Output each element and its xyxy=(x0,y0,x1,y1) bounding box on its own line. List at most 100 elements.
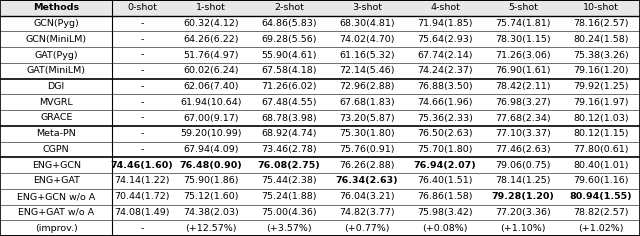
Text: 10-shot: 10-shot xyxy=(583,3,619,12)
Text: 75.12(1.60): 75.12(1.60) xyxy=(183,192,239,201)
Text: 75.00(4.36): 75.00(4.36) xyxy=(261,208,317,217)
Text: 60.02(6.24): 60.02(6.24) xyxy=(183,66,239,75)
Text: 80.94(1.55): 80.94(1.55) xyxy=(570,192,632,201)
Bar xyxy=(0,0,640,16)
Text: 68.92(4.74): 68.92(4.74) xyxy=(261,129,317,138)
Text: 2-shot: 2-shot xyxy=(274,3,304,12)
Text: (+3.57%): (+3.57%) xyxy=(266,224,312,233)
Text: 78.82(2.57): 78.82(2.57) xyxy=(573,208,628,217)
Text: 74.14(1.22): 74.14(1.22) xyxy=(115,177,170,185)
Text: 76.04(3.21): 76.04(3.21) xyxy=(339,192,395,201)
Text: 75.90(1.86): 75.90(1.86) xyxy=(183,177,239,185)
Text: 61.94(10.64): 61.94(10.64) xyxy=(180,98,242,107)
Text: ENG+GCN w/o A: ENG+GCN w/o A xyxy=(17,192,95,201)
Text: -: - xyxy=(140,98,144,107)
Text: -: - xyxy=(140,145,144,154)
Text: 75.98(3.42): 75.98(3.42) xyxy=(417,208,473,217)
Text: 74.08(1.49): 74.08(1.49) xyxy=(115,208,170,217)
Text: 79.92(1.25): 79.92(1.25) xyxy=(573,82,628,91)
Text: 76.40(1.51): 76.40(1.51) xyxy=(417,177,473,185)
Text: 71.94(1.85): 71.94(1.85) xyxy=(417,19,473,28)
Text: (improv.): (improv.) xyxy=(35,224,77,233)
Text: DGI: DGI xyxy=(47,82,65,91)
Text: 75.30(1.80): 75.30(1.80) xyxy=(339,129,395,138)
Text: (+0.08%): (+0.08%) xyxy=(422,224,468,233)
Text: 67.58(4.18): 67.58(4.18) xyxy=(261,66,317,75)
Text: 75.24(1.88): 75.24(1.88) xyxy=(261,192,317,201)
Text: 76.98(3.27): 76.98(3.27) xyxy=(495,98,551,107)
Text: 4-shot: 4-shot xyxy=(430,3,460,12)
Text: 75.38(3.26): 75.38(3.26) xyxy=(573,51,629,59)
Text: ENG+GAT w/o A: ENG+GAT w/o A xyxy=(18,208,94,217)
Text: 67.48(4.55): 67.48(4.55) xyxy=(261,98,317,107)
Text: 79.06(0.75): 79.06(0.75) xyxy=(495,161,551,170)
Text: 70.44(1.72): 70.44(1.72) xyxy=(115,192,170,201)
Text: -: - xyxy=(140,35,144,44)
Text: 74.24(2.37): 74.24(2.37) xyxy=(417,66,473,75)
Text: GCN(MiniLM): GCN(MiniLM) xyxy=(26,35,87,44)
Text: 67.00(9.17): 67.00(9.17) xyxy=(183,114,239,122)
Text: GAT(Pyg): GAT(Pyg) xyxy=(35,51,78,59)
Text: 74.66(1.96): 74.66(1.96) xyxy=(417,98,473,107)
Text: Methods: Methods xyxy=(33,3,79,12)
Text: 67.74(2.14): 67.74(2.14) xyxy=(417,51,473,59)
Text: 76.94(2.07): 76.94(2.07) xyxy=(413,161,476,170)
Text: 75.36(2.33): 75.36(2.33) xyxy=(417,114,473,122)
Text: GCN(Pyg): GCN(Pyg) xyxy=(33,19,79,28)
Text: 64.86(5.83): 64.86(5.83) xyxy=(261,19,317,28)
Text: 68.30(4.81): 68.30(4.81) xyxy=(339,19,395,28)
Text: GRACE: GRACE xyxy=(40,114,72,122)
Text: 76.34(2.63): 76.34(2.63) xyxy=(335,177,398,185)
Text: 59.20(10.99): 59.20(10.99) xyxy=(180,129,242,138)
Text: (+1.02%): (+1.02%) xyxy=(579,224,624,233)
Text: -: - xyxy=(140,51,144,59)
Text: 78.42(2.11): 78.42(2.11) xyxy=(495,82,551,91)
Text: 76.26(2.88): 76.26(2.88) xyxy=(339,161,395,170)
Text: 60.32(4.12): 60.32(4.12) xyxy=(183,19,239,28)
Text: 79.16(1.20): 79.16(1.20) xyxy=(573,66,628,75)
Text: 77.46(2.63): 77.46(2.63) xyxy=(495,145,551,154)
Text: 78.14(1.25): 78.14(1.25) xyxy=(495,177,551,185)
Text: Meta-PN: Meta-PN xyxy=(36,129,76,138)
Text: 77.80(0.61): 77.80(0.61) xyxy=(573,145,628,154)
Text: 75.74(1.81): 75.74(1.81) xyxy=(495,19,551,28)
Text: (+12.57%): (+12.57%) xyxy=(185,224,237,233)
Text: 69.28(5.56): 69.28(5.56) xyxy=(261,35,317,44)
Text: 75.44(2.38): 75.44(2.38) xyxy=(261,177,317,185)
Text: -: - xyxy=(140,66,144,75)
Text: 80.12(1.03): 80.12(1.03) xyxy=(573,114,629,122)
Text: 80.40(1.01): 80.40(1.01) xyxy=(573,161,628,170)
Text: 78.30(1.15): 78.30(1.15) xyxy=(495,35,551,44)
Text: 61.16(5.32): 61.16(5.32) xyxy=(339,51,395,59)
Text: 76.50(2.63): 76.50(2.63) xyxy=(417,129,473,138)
Text: 55.90(4.61): 55.90(4.61) xyxy=(261,51,317,59)
Text: -: - xyxy=(140,82,144,91)
Text: 77.68(2.34): 77.68(2.34) xyxy=(495,114,551,122)
Text: 5-shot: 5-shot xyxy=(508,3,538,12)
Text: 76.86(1.58): 76.86(1.58) xyxy=(417,192,473,201)
Text: 74.38(2.03): 74.38(2.03) xyxy=(183,208,239,217)
Text: 51.76(4.97): 51.76(4.97) xyxy=(183,51,239,59)
Text: 75.76(0.91): 75.76(0.91) xyxy=(339,145,395,154)
Text: 79.28(1.20): 79.28(1.20) xyxy=(492,192,554,201)
Text: 74.02(4.70): 74.02(4.70) xyxy=(339,35,395,44)
Text: (+0.77%): (+0.77%) xyxy=(344,224,390,233)
Text: 71.26(3.06): 71.26(3.06) xyxy=(495,51,551,59)
Text: 64.26(6.22): 64.26(6.22) xyxy=(183,35,239,44)
Text: 0-shot: 0-shot xyxy=(127,3,157,12)
Text: 72.96(2.88): 72.96(2.88) xyxy=(339,82,395,91)
Text: 68.78(3.98): 68.78(3.98) xyxy=(261,114,317,122)
Text: 77.10(3.37): 77.10(3.37) xyxy=(495,129,551,138)
Text: 76.08(2.75): 76.08(2.75) xyxy=(257,161,320,170)
Text: 75.70(1.80): 75.70(1.80) xyxy=(417,145,473,154)
Text: GAT(MiniLM): GAT(MiniLM) xyxy=(27,66,86,75)
Text: 78.16(2.57): 78.16(2.57) xyxy=(573,19,628,28)
Text: 67.94(4.09): 67.94(4.09) xyxy=(183,145,239,154)
Text: -: - xyxy=(140,114,144,122)
Text: 72.14(5.46): 72.14(5.46) xyxy=(339,66,395,75)
Text: 74.46(1.60): 74.46(1.60) xyxy=(111,161,173,170)
Text: 71.26(6.02): 71.26(6.02) xyxy=(261,82,317,91)
Text: 80.12(1.15): 80.12(1.15) xyxy=(573,129,628,138)
Text: MVGRL: MVGRL xyxy=(39,98,73,107)
Text: CGPN: CGPN xyxy=(43,145,70,154)
